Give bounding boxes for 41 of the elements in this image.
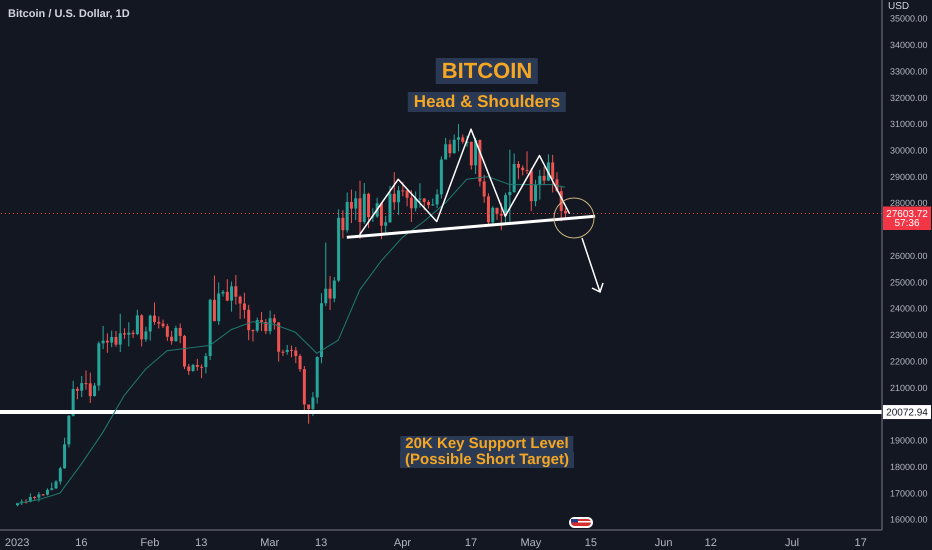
x-tick-label: 15 — [584, 536, 597, 549]
y-tick-label: 17000.00 — [890, 488, 928, 498]
x-tick-label: 17 — [464, 536, 478, 549]
x-tick-label: Mar — [260, 536, 280, 549]
y-tick-label: 35000.00 — [890, 14, 928, 24]
y-tick-label: 30000.00 — [890, 145, 928, 156]
y-tick-label: 32000.00 — [890, 92, 928, 103]
x-tick-label: 13 — [195, 536, 208, 549]
annotation: (Possible Short Target) — [400, 451, 574, 468]
y-tick-label: 18000.00 — [890, 462, 928, 472]
x-tick-label: Feb — [140, 536, 160, 549]
y-tick-label: 31000.00 — [890, 119, 928, 130]
y-axis-title: USD — [888, 1, 910, 12]
y-tick-label: 25000.00 — [890, 277, 928, 288]
x-tick-label: 12 — [704, 536, 717, 549]
y-tick-label: 34000.00 — [890, 40, 928, 50]
annotation: Head & Shoulders — [408, 92, 566, 112]
y-tick-label: 29000.00 — [890, 172, 928, 182]
y-tick-label: 23000.00 — [890, 330, 928, 340]
x-tick-label: Jun — [654, 536, 673, 549]
x-tick-label: Apr — [394, 536, 412, 549]
x-tick-label: 17 — [854, 536, 867, 549]
y-tick-label: 26000.00 — [890, 250, 928, 261]
y-tick-label: 22000.00 — [890, 356, 928, 366]
x-tick-label: Jul — [785, 536, 800, 549]
text: 57:36 — [883, 218, 931, 230]
ref-line-label: 27603.72 — [886, 208, 928, 220]
x-tick-label: May — [520, 536, 542, 549]
x-tick-label: 16 — [75, 536, 88, 549]
annotation: 20K Key Support Level — [400, 435, 574, 452]
y-tick-label: 16000.00 — [890, 514, 928, 525]
x-tick-label: 2023 — [4, 536, 30, 549]
y-tick-label: 24000.00 — [890, 304, 928, 314]
text: Bitcoin / U.S. Dollar, 1D — [8, 8, 130, 20]
annotation: BITCOIN — [436, 58, 538, 84]
y-tick-label: 33000.00 — [890, 66, 928, 76]
ref-line-label: 20072.94 — [886, 408, 928, 419]
x-tick-label: 13 — [314, 536, 328, 549]
y-tick-label: 21000.00 — [890, 382, 928, 393]
y-tick-label: 19000.00 — [890, 436, 928, 446]
y-tick-label: 28000.00 — [890, 198, 928, 208]
